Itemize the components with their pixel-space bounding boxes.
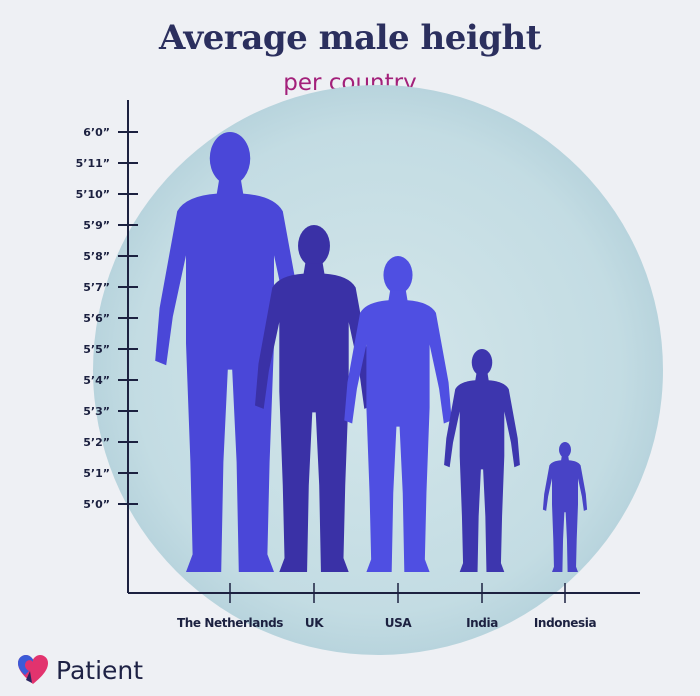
- y-tick-label: 5’5”: [83, 343, 110, 356]
- y-tick-label: 5’6”: [83, 312, 110, 325]
- y-tick-label: 5’2”: [83, 436, 110, 449]
- y-tick-label: 5’3”: [83, 405, 110, 418]
- figure-india: [444, 349, 520, 572]
- figure-usa: [344, 256, 452, 572]
- figure-body: [444, 373, 520, 572]
- y-tick-label: 5’11”: [76, 157, 110, 170]
- figure-body: [255, 263, 373, 572]
- figure-head: [383, 256, 413, 294]
- x-tick-label: USA: [385, 616, 413, 630]
- brand-logo: Patient: [16, 653, 143, 687]
- x-tick-label: Indonesia: [534, 616, 597, 630]
- y-tick-label: 5’10”: [76, 188, 110, 201]
- y-tick-label: 6’0”: [83, 126, 110, 139]
- y-tick-label: 5’8”: [83, 250, 110, 263]
- figure-body: [542, 456, 588, 572]
- y-tick-label: 5’0”: [83, 498, 110, 511]
- chart-title: Average male height: [159, 18, 541, 58]
- figure-indonesia: [542, 442, 588, 572]
- y-tick-label: 5’7”: [83, 281, 110, 294]
- y-tick-label: 5’1”: [83, 467, 110, 480]
- brand-name: Patient: [56, 655, 144, 685]
- y-tick-label: 5’9”: [83, 219, 110, 232]
- figure-head: [298, 225, 330, 267]
- heart-logo-icon: [18, 655, 48, 684]
- x-tick-label: The Netherlands: [177, 616, 283, 630]
- figure-uk: [255, 225, 373, 572]
- y-tick-label: 5’4”: [83, 374, 110, 387]
- figure-the-netherlands: [155, 132, 305, 572]
- x-tick-label: UK: [305, 616, 324, 630]
- figure-head: [209, 132, 251, 185]
- x-tick-label: India: [466, 616, 498, 630]
- figure-body: [155, 180, 305, 572]
- figure-body: [344, 290, 452, 572]
- figure-head: [471, 349, 493, 376]
- figure-head: [559, 442, 571, 458]
